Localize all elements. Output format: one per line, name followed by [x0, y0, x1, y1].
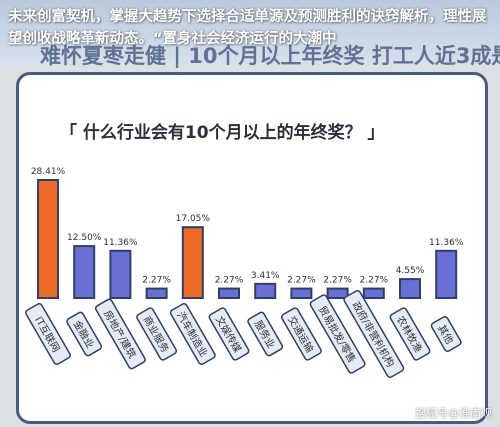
- value-label-6: 3.41%: [251, 271, 280, 281]
- value-label-8: 2.27%: [323, 276, 352, 286]
- chart-title: 「 什么行业会有10个月以上的年终奖？ 」: [60, 123, 385, 143]
- bar-10: [399, 278, 421, 299]
- category-tag-2: 房地产/建筑: [94, 298, 146, 370]
- value-label-9: 2.27%: [360, 276, 389, 286]
- bar-11: [435, 249, 458, 300]
- bar-1: [73, 245, 96, 300]
- value-label-11: 11.36%: [429, 238, 464, 248]
- bar-7: [290, 287, 313, 299]
- bar-8: [326, 287, 349, 299]
- value-label-2: 11.36%: [103, 238, 138, 248]
- category-tag-0: IT互联网: [25, 303, 71, 365]
- watermark: 搜狐号@淮南观: [415, 407, 492, 420]
- value-label-3: 2.27%: [142, 276, 171, 286]
- value-label-0: 28.41%: [31, 167, 66, 177]
- category-tag-4: 汽车制造业: [169, 303, 216, 365]
- value-label-10: 4.55%: [396, 266, 425, 276]
- headline-overlay: 未来创富契机，掌握大趋势下选择合适单源及预测胜利的诀窍解析，理性展望创收战略革新…: [8, 9, 487, 47]
- bar-0: [37, 179, 59, 299]
- bar-6: [254, 282, 277, 299]
- bar-5: [218, 287, 240, 299]
- bar-9: [362, 287, 385, 299]
- header-banner: 难怀夏枣走健 | 10个月以上年终奖 打工人近3成是搞互联网的！ 未来创富契机，…: [0, 0, 500, 68]
- value-label-5: 2.27%: [215, 276, 244, 286]
- category-tag-1: 金融业: [66, 311, 103, 357]
- bar-2: [109, 249, 132, 300]
- value-label-7: 2.27%: [287, 276, 316, 286]
- bar-3: [145, 287, 168, 299]
- value-label-4: 17.05%: [176, 214, 211, 224]
- value-label-1: 12.50%: [67, 233, 102, 243]
- category-tag-6: 服务业: [247, 311, 284, 357]
- category-tag-11: 其他: [430, 315, 462, 353]
- banner-background-title: 难怀夏枣走健 | 10个月以上年终奖 打工人近3成是搞互联网的！: [40, 44, 500, 68]
- bar-4: [181, 226, 204, 299]
